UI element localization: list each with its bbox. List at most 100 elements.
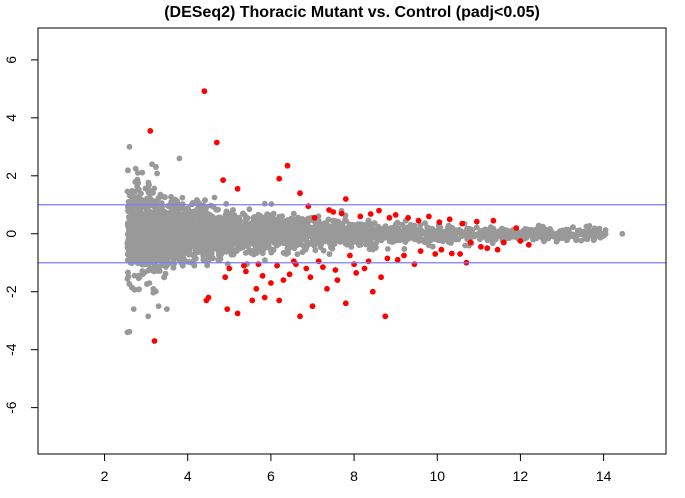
gene-point	[436, 237, 443, 244]
gene-point	[388, 227, 394, 233]
gene-point	[240, 210, 246, 217]
gene-point	[586, 223, 593, 229]
gene-point	[124, 251, 131, 258]
gene-point	[363, 226, 370, 233]
gene-point	[216, 251, 222, 258]
gene-point	[392, 223, 398, 230]
gene-point	[473, 224, 480, 231]
gene-point	[147, 195, 153, 201]
gene-point	[247, 234, 254, 241]
gene-point	[417, 229, 423, 236]
gene-point	[519, 228, 526, 235]
gene-point	[380, 230, 387, 237]
gene-point	[406, 228, 413, 234]
gene-point	[202, 197, 208, 204]
gene-point	[179, 194, 186, 201]
gene-point	[139, 169, 146, 176]
gene-point	[270, 210, 277, 217]
gene-point	[573, 237, 580, 244]
gene-point	[539, 223, 546, 230]
gene-point	[418, 236, 424, 243]
gene-point	[579, 231, 586, 238]
gene-point	[489, 240, 496, 247]
chart-title: (DESeq2) Thoracic Mutant vs. Control (pa…	[164, 4, 540, 21]
gene-point	[363, 221, 370, 228]
gene-point	[146, 216, 153, 223]
gene-point	[246, 206, 253, 213]
gene-point	[557, 230, 564, 237]
gene-point	[447, 229, 454, 236]
gene-point	[124, 275, 131, 282]
gene-point	[156, 268, 163, 274]
gene-point	[569, 231, 576, 238]
gene-point	[399, 221, 405, 228]
gene-point	[125, 222, 131, 228]
gene-point	[484, 237, 491, 244]
gene-point	[154, 170, 161, 177]
gene-point	[427, 230, 434, 237]
gene-point	[446, 239, 452, 246]
gene-point	[384, 246, 391, 252]
gene-point	[134, 214, 141, 221]
gene-point	[128, 215, 135, 222]
gene-point	[153, 164, 159, 170]
gene-point	[139, 268, 146, 275]
gene-point	[150, 189, 156, 196]
gene-point	[161, 260, 167, 267]
non-significant-points-layer	[124, 143, 626, 336]
gene-point	[146, 235, 153, 242]
gene-point	[327, 223, 334, 230]
gene-point	[138, 245, 145, 252]
gene-point	[312, 247, 319, 254]
gene-point	[144, 281, 150, 287]
gene-point	[125, 269, 131, 276]
gene-point	[170, 246, 177, 253]
gene-point	[590, 229, 596, 235]
gene-point	[162, 270, 169, 277]
gene-point	[152, 288, 159, 295]
gene-point	[553, 238, 560, 245]
gene-point	[414, 234, 420, 240]
gene-point	[244, 215, 251, 222]
gene-point	[183, 215, 190, 221]
gene-point	[218, 244, 225, 251]
gene-point	[160, 252, 167, 259]
gene-point	[339, 220, 346, 227]
gene-point	[401, 246, 408, 252]
gene-point	[162, 194, 168, 201]
gene-point	[584, 236, 591, 243]
gene-point	[168, 194, 174, 200]
gene-point	[288, 215, 295, 222]
gene-point	[570, 224, 576, 231]
gene-point	[330, 217, 336, 224]
gene-point	[167, 230, 174, 237]
gene-point	[212, 243, 218, 249]
gene-point	[402, 231, 409, 238]
gene-point	[346, 221, 353, 228]
gene-point	[230, 223, 237, 230]
gene-point	[173, 212, 180, 219]
gene-point	[363, 241, 369, 248]
gene-point	[293, 242, 300, 249]
gene-point	[223, 200, 230, 207]
gene-point	[171, 199, 178, 206]
gene-point	[564, 237, 570, 244]
gene-point	[204, 262, 211, 269]
gene-point	[191, 251, 197, 258]
gene-point	[294, 251, 301, 258]
gene-point	[144, 186, 151, 193]
gene-point	[463, 230, 469, 237]
gene-point	[165, 253, 172, 260]
gene-point	[545, 235, 552, 242]
gene-point	[125, 167, 131, 174]
gene-point	[151, 268, 157, 275]
gene-point	[243, 221, 250, 228]
gene-point	[158, 202, 165, 209]
gene-point	[171, 204, 178, 210]
gene-point	[192, 210, 199, 217]
gene-point	[136, 286, 142, 293]
gene-point	[175, 223, 181, 230]
gene-point	[262, 257, 268, 264]
gene-point	[126, 281, 133, 287]
